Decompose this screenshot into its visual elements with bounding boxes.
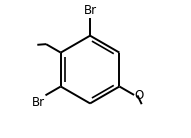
Text: Br: Br: [83, 4, 97, 17]
Text: Br: Br: [32, 96, 45, 109]
Text: O: O: [135, 89, 144, 102]
